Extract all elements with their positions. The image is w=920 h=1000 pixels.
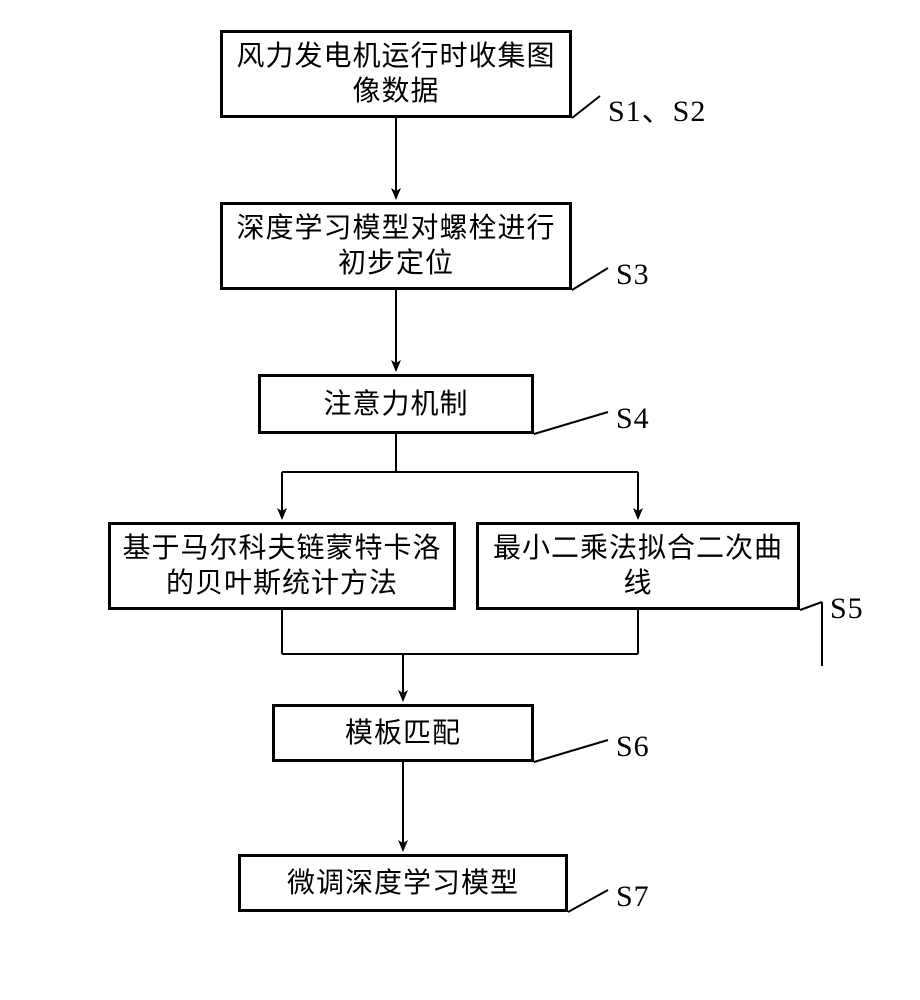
node-s7-text: 微调深度学习模型 (287, 866, 519, 901)
node-s4-text: 注意力机制 (323, 387, 468, 422)
node-s5a: 基于马尔科夫链蒙特卡洛的贝叶斯统计方法 (108, 522, 456, 610)
label-s5: S5 (830, 592, 864, 626)
node-s1-s2-text: 风力发电机运行时收集图像数据 (223, 39, 569, 109)
node-s5b: 最小二乘法拟合二次曲线 (476, 522, 800, 610)
label-s6: S6 (616, 730, 650, 764)
label-s6-text: S6 (616, 730, 650, 763)
connectors (0, 0, 920, 1000)
label-s1-s2: S1、S2 (608, 86, 706, 130)
node-s7: 微调深度学习模型 (238, 854, 568, 912)
label-s3-text: S3 (616, 258, 650, 291)
flowchart-canvas: 风力发电机运行时收集图像数据 深度学习模型对螺栓进行初步定位 注意力机制 基于马… (0, 0, 920, 1000)
label-s4-text: S4 (616, 402, 650, 435)
node-s5b-text: 最小二乘法拟合二次曲线 (479, 531, 797, 601)
label-s5-text: S5 (830, 592, 864, 625)
node-s1-s2: 风力发电机运行时收集图像数据 (220, 30, 572, 118)
node-s3-text: 深度学习模型对螺栓进行初步定位 (223, 211, 569, 281)
node-s6-text: 模板匹配 (345, 716, 461, 751)
label-s4: S4 (616, 402, 650, 436)
node-s6: 模板匹配 (272, 704, 534, 762)
label-s7: S7 (616, 880, 650, 914)
label-s1-s2-text: S1、S2 (608, 95, 706, 128)
label-s7-text: S7 (616, 880, 650, 913)
label-s3: S3 (616, 258, 650, 292)
node-s4: 注意力机制 (258, 374, 534, 434)
node-s3: 深度学习模型对螺栓进行初步定位 (220, 202, 572, 290)
node-s5a-text: 基于马尔科夫链蒙特卡洛的贝叶斯统计方法 (111, 531, 453, 601)
